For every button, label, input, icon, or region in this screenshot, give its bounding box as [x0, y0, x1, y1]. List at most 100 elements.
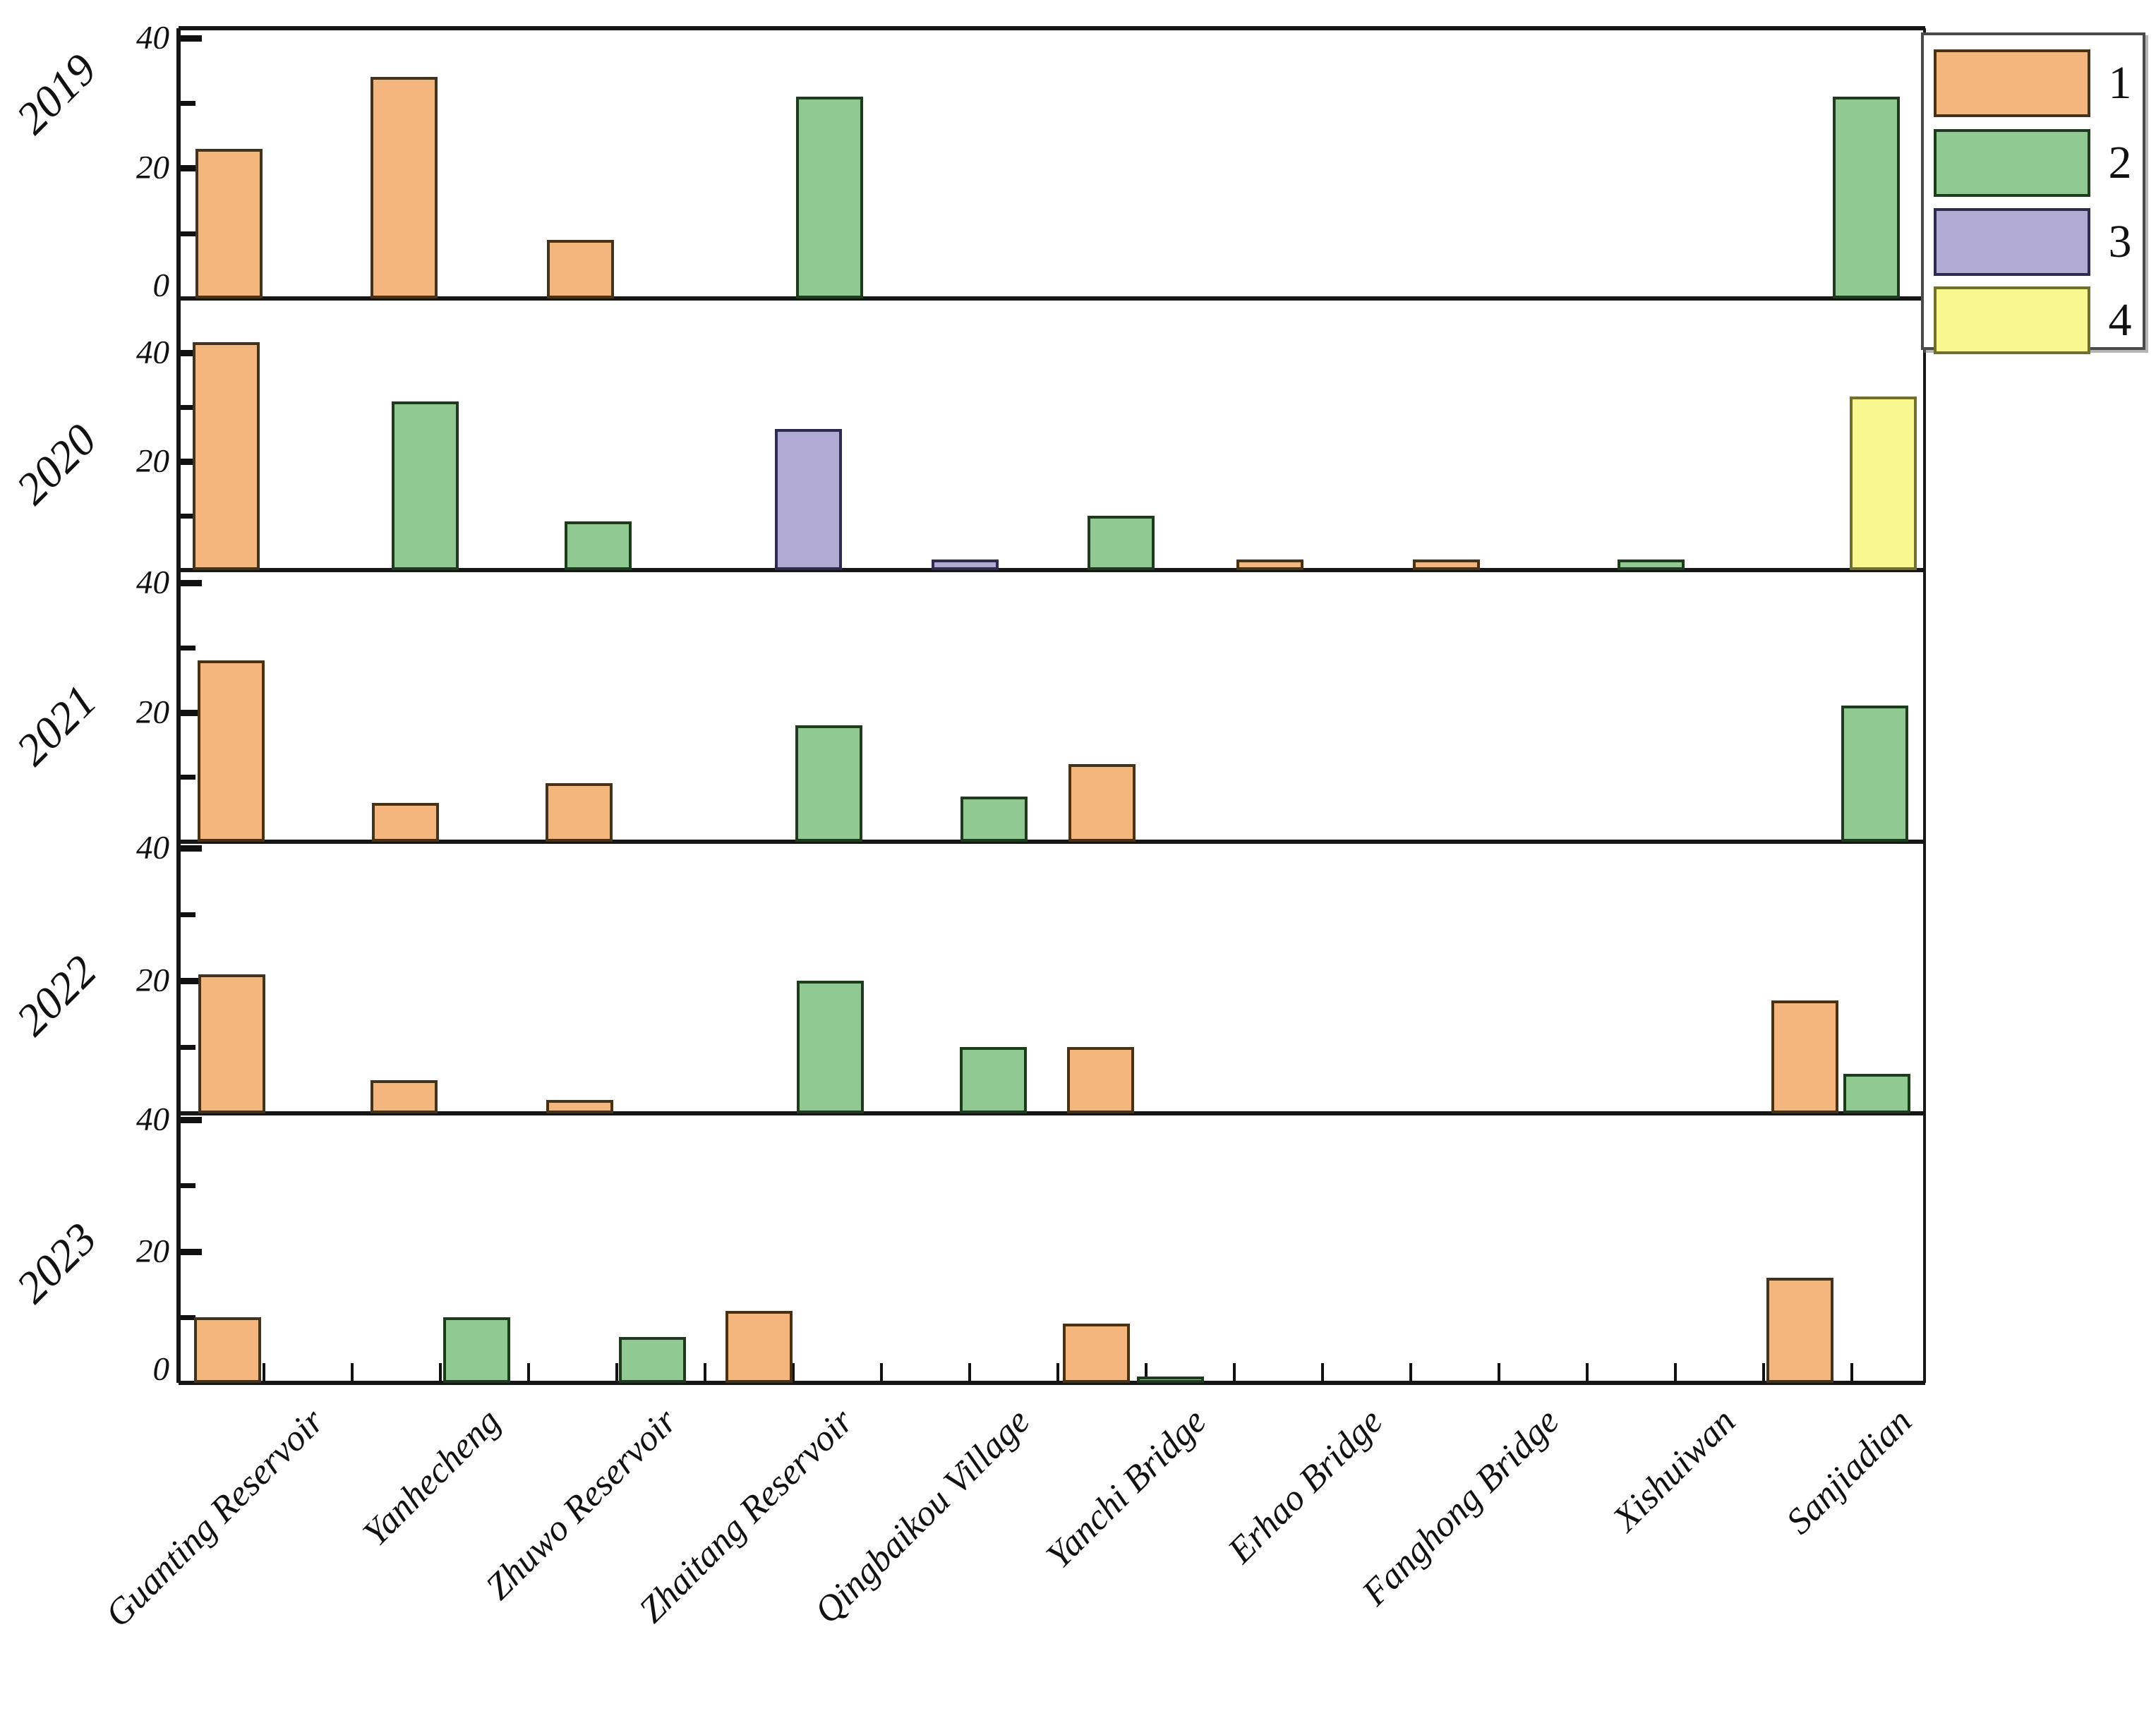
bar-2020-sanjiadian-series4 [1850, 397, 1917, 570]
y-tick-label: 40 [136, 334, 169, 371]
x-tick [1586, 1363, 1589, 1381]
y-tick-label: 20 [136, 694, 169, 731]
x-tick [1674, 1363, 1677, 1381]
y-tick-label: 20 [136, 442, 169, 480]
y-major-tick [181, 709, 202, 716]
bar-2022-yanchi-bridge-series1 [1067, 1047, 1134, 1113]
legend-swatch-3 [1934, 208, 2090, 276]
bar-2023-yanhecheng-series2 [443, 1317, 510, 1383]
bar-2020-xishuiwan-series2 [1618, 559, 1685, 570]
bar-2019-zhaitang-reservoir-series2 [796, 97, 863, 298]
y-minor-tick [181, 405, 195, 410]
legend-label-4: 4 [2108, 294, 2132, 346]
y-minor-tick [181, 1045, 195, 1051]
bar-2022-zhuwo-reservoir-series1 [546, 1100, 613, 1113]
x-tick [1498, 1363, 1500, 1381]
legend-label-2: 2 [2108, 137, 2132, 188]
legend-swatch-4 [1934, 286, 2090, 354]
bar-2020-zhuwo-reservoir-series2 [565, 521, 632, 570]
bar-2023-zhuwo-reservoir-series2 [619, 1337, 686, 1383]
legend-label-1: 1 [2108, 57, 2132, 109]
x-tick [880, 1363, 883, 1381]
y-tick-label: 40 [136, 829, 169, 866]
bar-2019-zhuwo-reservoir-series1 [547, 240, 614, 298]
bar-2022-sanjiadian-series1 [1771, 1000, 1838, 1113]
panel-divider-line [179, 296, 1925, 301]
x-tick [1233, 1363, 1236, 1381]
y-minor-tick [181, 1183, 195, 1189]
y-major-tick [181, 35, 202, 42]
y-minor-tick [181, 1314, 195, 1320]
x-tick [1850, 1363, 1853, 1381]
panel-2022: 20 40 [136, 831, 1925, 1113]
y-zero-label: 0 [152, 1350, 170, 1388]
bar-2022-zhaitang-reservoir-series2 [797, 981, 864, 1113]
x-tick [439, 1363, 442, 1381]
y-minor-tick [181, 775, 195, 780]
bar-2019-yanhecheng-series1 [371, 77, 438, 298]
panel-divider-line [179, 568, 1925, 572]
bar-2023-yanchi-bridge-series1 [1063, 1324, 1130, 1383]
y-major-tick [181, 845, 202, 852]
x-tick [1762, 1363, 1765, 1381]
y-tick-label: 40 [136, 564, 169, 601]
y-major-tick [181, 1248, 202, 1255]
panel-divider-line [179, 840, 1925, 844]
y-tick-label: 40 [136, 1101, 169, 1138]
bar-2020-zhaitang-reservoir-series3 [775, 429, 842, 570]
x-tick [1321, 1363, 1324, 1381]
y-tick-label: 40 [136, 19, 169, 56]
bar-2023-yanchi-bridge-series2 [1137, 1377, 1204, 1383]
panel-2023: 20 40 0 [136, 1103, 1925, 1386]
x-category-label-guanting-reservoir: Guanting Reservoir [97, 1401, 332, 1635]
legend-swatch-2 [1934, 129, 2090, 197]
y-minor-tick [181, 646, 195, 651]
bar-2020-fanghong-bridge-series1 [1413, 559, 1480, 570]
x-tick [1056, 1363, 1059, 1381]
y-zero-label: 0 [152, 267, 170, 304]
y-tick-label: 20 [136, 962, 169, 999]
y-major-tick [181, 978, 202, 985]
x-axis-line [179, 1381, 1925, 1385]
bar-2020-erhao-bridge-series1 [1236, 559, 1303, 570]
x-tick [351, 1363, 354, 1381]
x-tick [1145, 1363, 1148, 1381]
x-tick [704, 1363, 706, 1381]
y-minor-tick [181, 912, 195, 918]
y-axis-line [176, 28, 181, 1383]
bar-2020-qingbaikou-village-series3 [932, 559, 999, 570]
y-major-tick [181, 350, 202, 356]
bar-2021-zhuwo-reservoir-series1 [546, 783, 613, 842]
bar-2020-yanhecheng-series2 [392, 401, 459, 570]
bar-2020-guanting-reservoir-series1 [193, 342, 260, 570]
bar-2023-zhaitang-reservoir-series1 [725, 1311, 793, 1383]
panel-2019: 20 40 0 [136, 21, 1925, 302]
year-label-2019: 2019 [6, 43, 107, 143]
panel-2020: 20 40 [136, 298, 1925, 570]
bar-2021-guanting-reservoir-series1 [198, 660, 265, 842]
bar-2021-sanjiadian-series2 [1841, 706, 1908, 842]
bar-2022-sanjiadian-series2 [1843, 1074, 1910, 1113]
x-tick [968, 1363, 971, 1381]
bar-2021-yanhecheng-series1 [372, 803, 439, 842]
y-minor-tick [181, 101, 195, 107]
legend-swatch-1 [1934, 49, 2090, 117]
x-tick [792, 1363, 795, 1381]
y-major-tick [181, 1117, 202, 1124]
bar-2023-sanjiadian-series1 [1766, 1278, 1833, 1383]
bar-2022-yanhecheng-series1 [371, 1080, 438, 1113]
y-minor-tick [181, 231, 195, 236]
y-major-tick [181, 580, 202, 587]
bar-2021-yanchi-bridge-series1 [1068, 764, 1136, 842]
bar-2021-qingbaikou-village-series2 [960, 797, 1028, 842]
bar-2023-guanting-reservoir-series1 [194, 1317, 261, 1383]
panel-divider-line [179, 1111, 1925, 1115]
y-tick-label: 20 [136, 149, 169, 186]
y-major-tick [181, 459, 202, 465]
plot-right-border [1923, 28, 1926, 1383]
y-minor-tick [181, 514, 195, 519]
bar-2022-qingbaikou-village-series2 [960, 1047, 1027, 1113]
x-tick [615, 1363, 618, 1381]
bar-2019-sanjiadian-series2 [1833, 97, 1900, 298]
